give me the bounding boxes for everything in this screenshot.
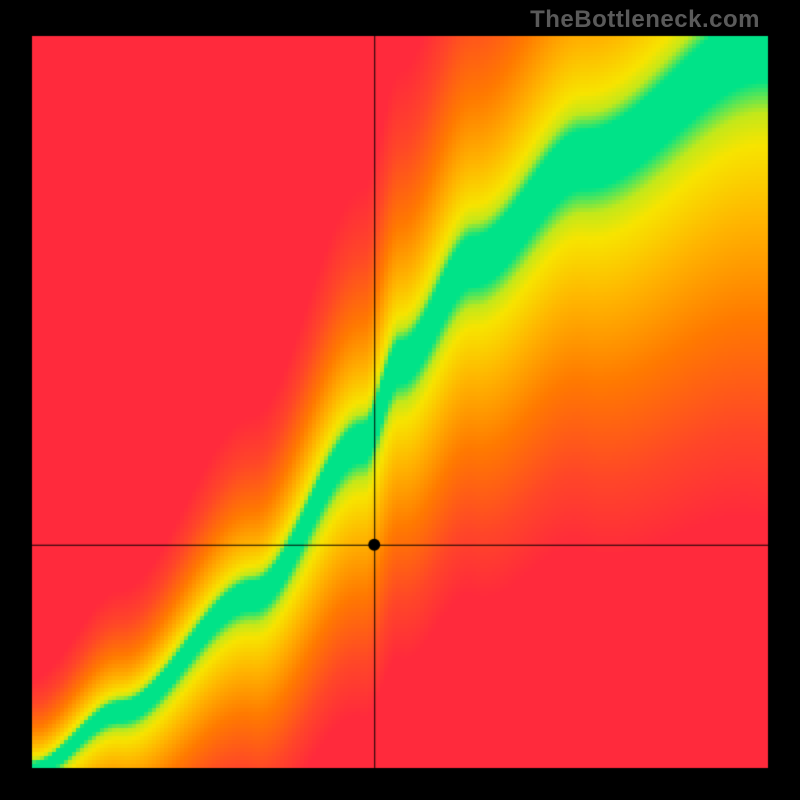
chart-container: TheBottleneck.com <box>0 0 800 800</box>
watermark-text: TheBottleneck.com <box>530 6 760 34</box>
bottleneck-heatmap <box>0 0 800 800</box>
